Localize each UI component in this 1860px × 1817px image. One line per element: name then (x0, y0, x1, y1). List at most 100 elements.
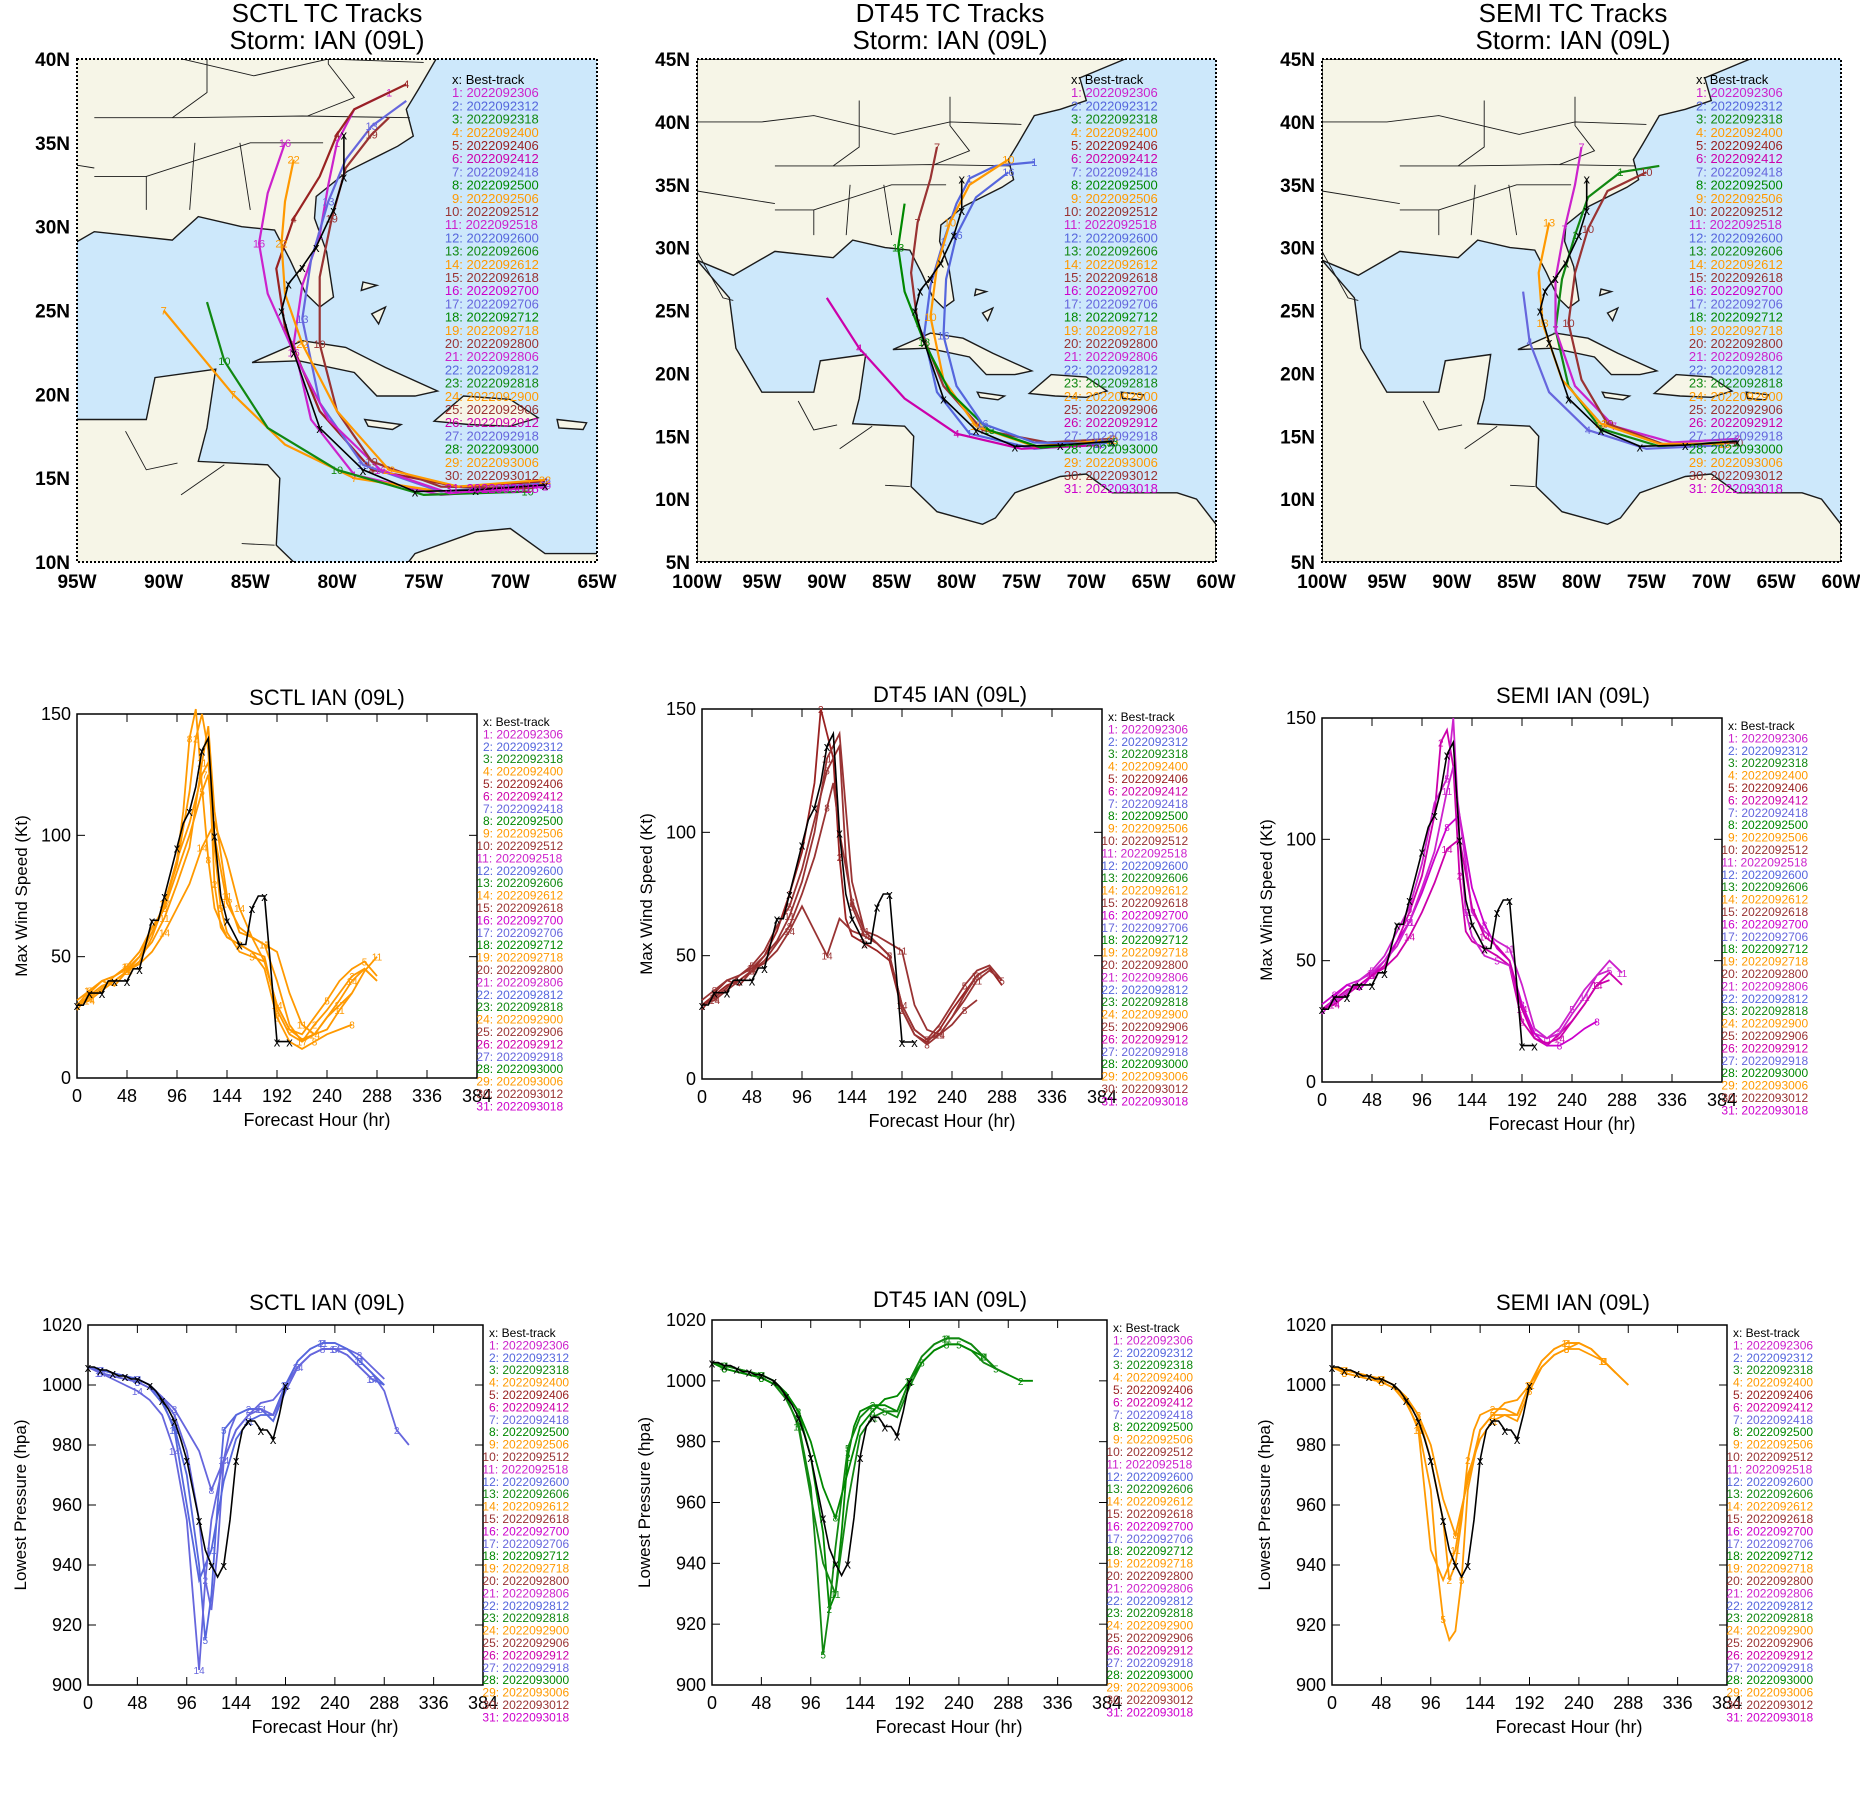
legend-entry: 22: 2022092812 (1064, 362, 1158, 377)
x-tick-label: 384 (1092, 1693, 1122, 1713)
best-track-marker: x (958, 171, 965, 186)
series-point-label: 5 (258, 1405, 264, 1416)
legend-entry: 22: 2022092812 (1721, 992, 1808, 1006)
land-polygon (360, 281, 380, 292)
series-point-label: 5 (1379, 1378, 1385, 1389)
best-track-marker: x (1444, 747, 1451, 762)
line-panel: 0 48 96 144 192 240 288 336 384050100150Forecast… (12, 704, 563, 1130)
x-tick-label: 288 (369, 1693, 399, 1713)
series-point-label: 2 (212, 880, 218, 891)
legend-entry: 24: 2022092900 (1689, 389, 1783, 404)
track-point-label: 1 (1617, 167, 1623, 179)
x-tick-label: 288 (1613, 1693, 1643, 1713)
series-point-label: 8 (870, 1407, 876, 1418)
y-tick-label: 150 (41, 704, 71, 724)
x-tick-label: 90W (1432, 572, 1471, 593)
series-point-label: 2 (1519, 1017, 1525, 1028)
series-point-label: 17 (84, 987, 96, 998)
legend-entry: 8: 2022092500 (1113, 1420, 1193, 1434)
best-track-marker: x (1428, 1453, 1435, 1468)
series-point-label: 2 (1018, 1377, 1024, 1388)
legend-entry: 3: 2022092318 (1728, 756, 1808, 770)
legend-entry: 18: 2022092712 (1721, 942, 1808, 956)
best-track-marker: x (1637, 439, 1644, 454)
x-axis-label: Forecast Hour (hr) (868, 1111, 1015, 1131)
legend-entry: 5: 2022092406 (452, 138, 539, 153)
series-point-label: 8 (1453, 1531, 1459, 1542)
x-tick-label: 192 (894, 1693, 924, 1713)
series-point-label: 8 (1564, 1345, 1570, 1356)
best-track-marker: x (912, 304, 919, 319)
track-point-label: 13 (1543, 217, 1555, 229)
series-point-label: 8 (1342, 1369, 1348, 1380)
track-point-label: 4 (953, 429, 959, 441)
track-point-label: 13 (296, 314, 308, 326)
x-tick-label: 80W (317, 572, 356, 593)
series-point-label: 5 (759, 1374, 765, 1385)
y-tick-label: 940 (52, 1555, 82, 1575)
track-point-label: 10 (1106, 435, 1118, 447)
legend-entry: 13: 2022092606 (1689, 244, 1783, 259)
legend-entry: 4: 2022092400 (1071, 125, 1158, 140)
series-point-label: 14 (271, 1001, 283, 1012)
series-point-label: 8 (312, 1038, 318, 1049)
series-point-label: 11 (719, 1362, 730, 1373)
legend-entry: 4: 2022092400 (1733, 1376, 1813, 1390)
best-track-marker: x (1477, 1453, 1484, 1468)
series-point-label: 8 (981, 1353, 987, 1364)
legend-entry: 4: 2022092400 (1696, 125, 1783, 140)
best-track-marker: x (270, 1432, 277, 1447)
y-tick-label: 1000 (42, 1375, 82, 1395)
legend-entry: 3: 2022092318 (489, 1363, 569, 1377)
line-panel: 0 48 96 144 192 240 288 336 38490092094096098010… (11, 1315, 569, 1737)
x-tick-label: 336 (1663, 1693, 1693, 1713)
best-track-marker: x (341, 127, 348, 142)
ensemble-track (275, 83, 546, 488)
legend-entry: 6: 2022092412 (1113, 1395, 1193, 1409)
legend-entry: 18: 2022092712 (476, 938, 563, 952)
legend-entry: 16: 2022092700 (1689, 283, 1783, 298)
best-track-marker: x (245, 1414, 252, 1429)
boundary-line (1508, 184, 1518, 236)
legend-entry: 20: 2022092800 (1106, 1569, 1193, 1583)
series-point-label: 5 (919, 1359, 925, 1370)
best-track-marker: x (808, 1450, 815, 1465)
series-point-label: 2 (274, 1006, 280, 1017)
x-tick-label: 144 (212, 1086, 242, 1106)
series-point-label: 8 (1444, 823, 1450, 834)
series-point-label: 2 (1465, 1456, 1471, 1467)
legend-entry: 2: 2022092312 (1113, 1346, 1193, 1360)
legend-entry: 21: 2022092806 (1721, 979, 1808, 993)
legend-entry: 5: 2022092406 (1728, 781, 1808, 795)
track-point-label: 10 (970, 421, 982, 433)
legend-entry: 1: 2022092306 (483, 727, 563, 741)
series-point-label: 8 (124, 967, 130, 978)
x-tick-label: 48 (751, 1693, 771, 1713)
legend-entry: 7: 2022092418 (483, 802, 563, 816)
series-point-label: 2 (1594, 981, 1600, 992)
legend-entry: 25: 2022092906 (445, 402, 539, 417)
best-track-marker: x (1542, 283, 1549, 298)
legend-entry: 30: 2022093012 (1689, 468, 1783, 483)
legend-entry: 4: 2022092400 (1728, 769, 1808, 783)
best-track-marker: x (74, 998, 81, 1013)
series-point-label: 2 (1446, 1576, 1452, 1587)
legend-entry: 28: 2022093000 (482, 1673, 569, 1687)
x-tick-label: 336 (1043, 1693, 1073, 1713)
legend-entry: 31: 2022093018 (482, 1710, 569, 1724)
legend-entry: 19: 2022092718 (1106, 1557, 1193, 1571)
y-tick-label: 40N (35, 50, 70, 71)
series-point-label: 14 (84, 996, 96, 1007)
series-point-label: 2 (837, 853, 843, 864)
legend-entry: 24: 2022092900 (482, 1624, 569, 1638)
best-track-marker: x (99, 986, 106, 1001)
series-point-label: 14 (859, 932, 871, 943)
y-tick-label: 45N (1280, 50, 1315, 71)
best-track-marker: x (857, 1450, 864, 1465)
legend-entry: 9: 2022092506 (483, 827, 563, 841)
legend-entry: 13: 2022092606 (476, 876, 563, 890)
track-point-label: 10 (1002, 155, 1014, 167)
series-point-label: 2 (394, 1426, 400, 1437)
legend-entry: 24: 2022092900 (1726, 1624, 1813, 1638)
